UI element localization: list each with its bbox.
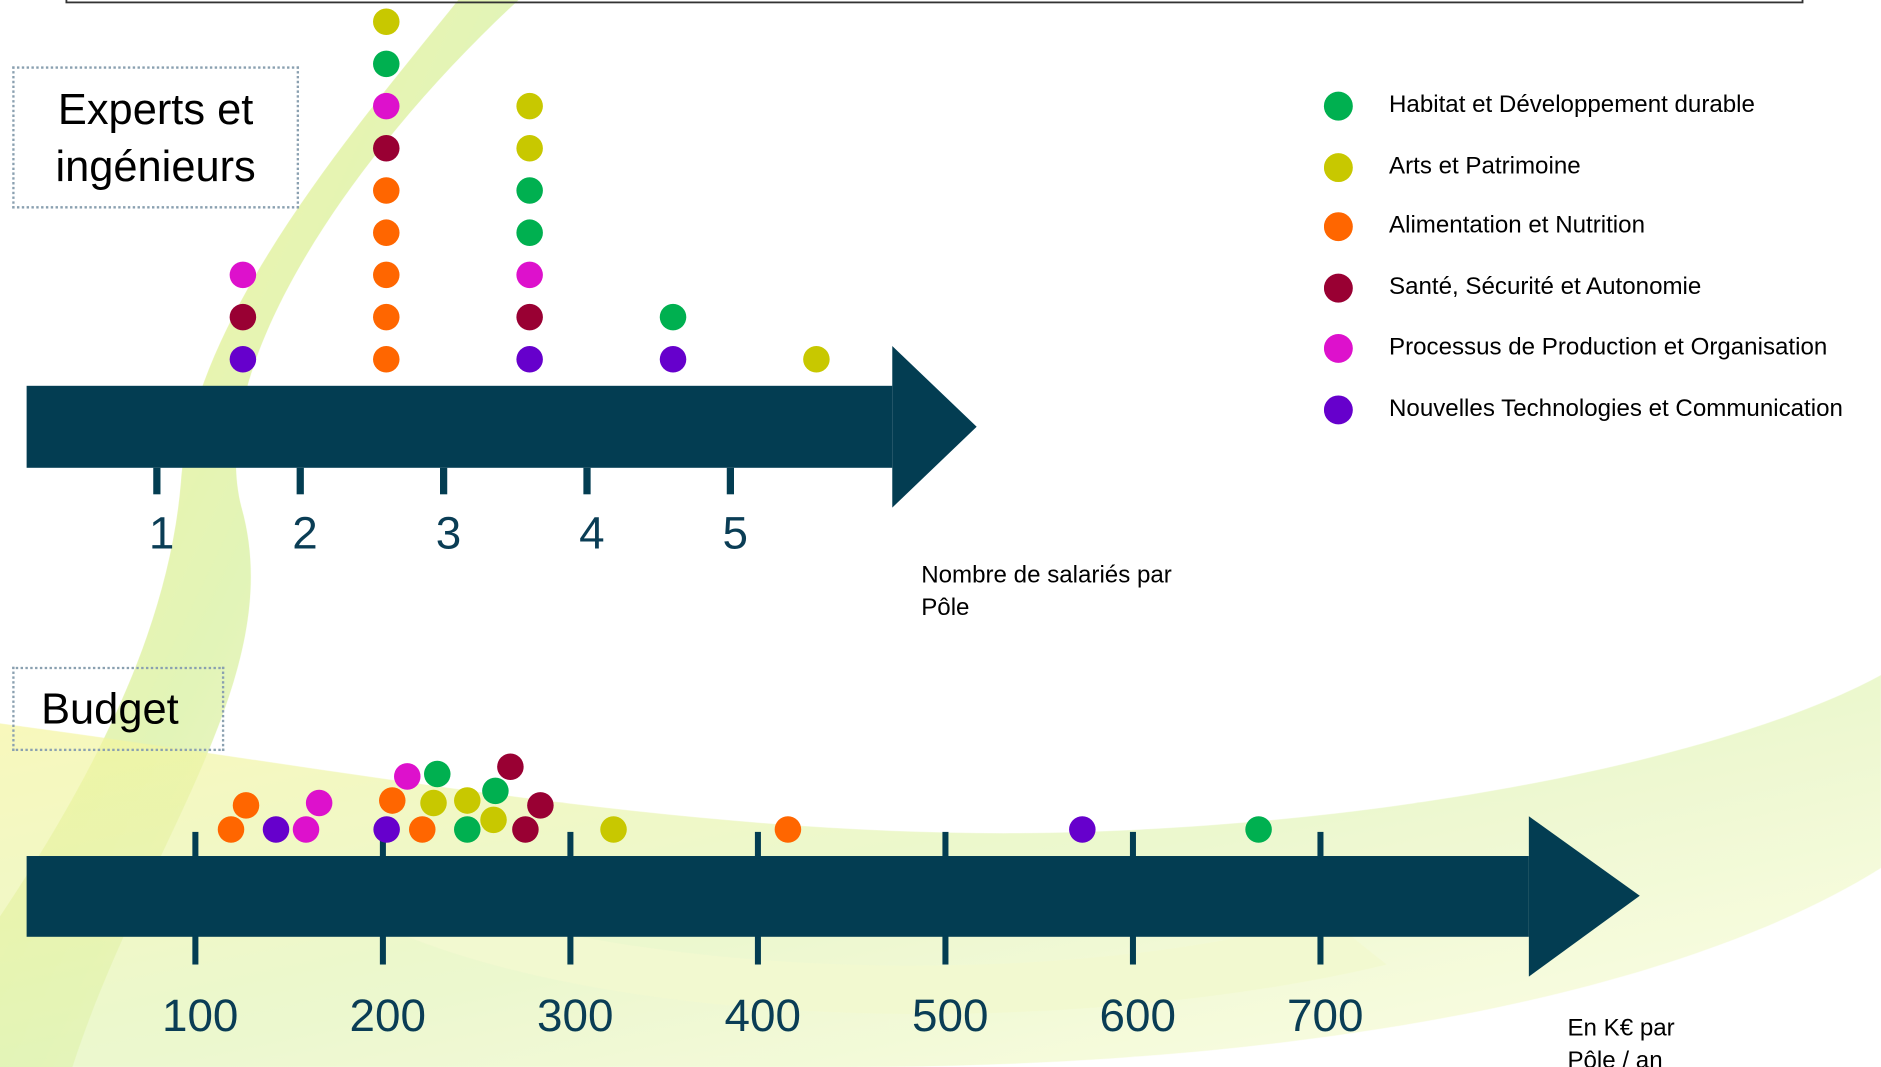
title-box: Experts et ingénieurs [12,66,300,209]
dot [373,92,400,120]
x-tick-label: 3 [436,508,461,559]
dot [229,261,257,289]
dot [373,135,400,162]
dot [659,303,687,331]
dot [373,303,400,331]
dot [600,816,627,843]
legend-swatch [1323,273,1353,303]
legend-label: Habitat et Développement durable [1389,91,1755,119]
dot [229,346,257,373]
title-box: Budget [12,666,225,752]
legend-entry: Processus de Production et Organisation [1389,333,1828,361]
x-axis-label: Nombre de salariés par Pôle [921,561,1172,621]
dot [774,816,802,843]
axis-arrow [26,856,1529,937]
dot [373,261,400,289]
dot [229,303,257,331]
dot [516,303,543,331]
x-tick-label: 100 [162,990,238,1041]
legend-label: Nouvelles Technologies et Communication [1389,395,1843,422]
dot [803,346,830,373]
dot [292,816,320,843]
axis-title: Nombre de salariés par Pôle [921,561,1172,621]
dot [497,753,524,781]
axis-title: En K€ par Pôle / an [1567,1015,1675,1067]
x-tick-label: 600 [1100,990,1176,1041]
dot [373,50,400,78]
x-tick-label: 1 [149,508,174,559]
dot [373,816,400,843]
dot [420,789,447,817]
dot [527,792,554,819]
top-frame [65,0,1804,4]
dot [217,816,245,843]
dot [454,816,481,843]
legend-entry: Habitat et Développement durable [1389,91,1755,119]
dot [659,346,687,373]
dot [480,806,507,834]
dot [424,760,451,788]
x-tick-label: 2 [292,508,317,559]
dot [516,135,543,162]
chart-title: Experts et ingénieurs [12,66,300,209]
legend-swatch [1323,153,1353,183]
chart-title: Budget [12,666,225,752]
dot [1245,816,1272,843]
dot [516,219,543,246]
dot [394,763,421,790]
x-tick-label: 5 [722,508,747,559]
dot [373,8,400,35]
x-tick-label: 500 [912,990,988,1041]
dot [232,792,260,819]
dot [516,92,543,120]
legend-swatch [1323,212,1353,242]
legend-entry: Arts et Patrimoine [1389,153,1581,180]
x-tick-label: 400 [725,990,801,1041]
dot [516,261,543,289]
legend-swatch [1323,333,1353,363]
legend-entry: Alimentation et Nutrition [1389,212,1645,239]
dot [516,177,543,204]
legend-entry: Santé, Sécurité et Autonomie [1389,273,1702,301]
legend-label: Arts et Patrimoine [1389,153,1581,180]
legend-label: Alimentation et Nutrition [1389,212,1645,239]
dot [305,789,333,817]
legend-entry: Nouvelles Technologies et Communication [1389,395,1843,422]
dot [262,816,290,843]
dot [379,787,406,814]
legend-swatch [1323,395,1353,425]
dot [454,787,481,814]
x-tick-label: 300 [537,990,613,1041]
legend-label: Santé, Sécurité et Autonomie [1389,273,1702,301]
dot [409,816,436,843]
x-tick-label: 4 [579,508,604,559]
legend-label: Processus de Production et Organisation [1389,333,1828,361]
axis-arrow-head [892,346,977,508]
dot [373,346,400,373]
axis-arrow-head [1528,816,1640,977]
axis-arrow [26,385,893,468]
dot [516,346,543,373]
x-tick-label: 700 [1287,990,1363,1041]
x-axis-label: En K€ par Pôle / an [1567,1015,1675,1067]
dot [512,816,539,843]
dot [482,777,509,805]
legend-swatch [1323,91,1353,121]
x-tick-label: 200 [350,990,426,1041]
dot [373,177,400,204]
dot [373,219,400,246]
dot [1069,816,1096,843]
